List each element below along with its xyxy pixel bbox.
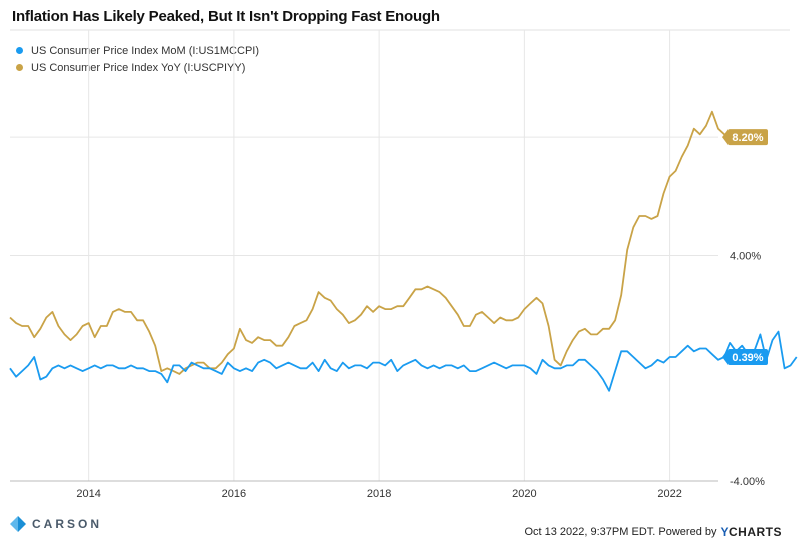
end-label-text-0: 0.39% xyxy=(732,352,763,364)
chart-legend: US Consumer Price Index MoM (I:US1MCCPI)… xyxy=(16,42,259,76)
ycharts-logo-text: CHARTS xyxy=(729,525,782,539)
end-label-box-0 xyxy=(728,348,768,365)
legend-item-mom[interactable]: US Consumer Price Index MoM (I:US1MCCPI) xyxy=(16,42,259,59)
y-tick-label: 4.00% xyxy=(730,251,761,263)
legend-item-yoy[interactable]: US Consumer Price Index YoY (I:USCPIYY) xyxy=(16,59,259,76)
series-line-1 xyxy=(9,110,731,375)
y-axis-ticks: -4.00% 4.00% 8.20% xyxy=(730,132,765,488)
legend-swatch-yoy xyxy=(16,64,23,71)
end-label-text-1: 8.20% xyxy=(732,132,763,144)
series-line-0 xyxy=(9,330,798,392)
end-label-pointer-1 xyxy=(722,129,728,146)
x-tick-label: 2018 xyxy=(367,488,391,500)
x-tick-label: 2020 xyxy=(512,488,536,500)
footer-powered-by: Powered by xyxy=(658,526,717,538)
legend-label-mom: US Consumer Price Index MoM (I:US1MCCPI) xyxy=(31,44,259,57)
chart-title: Inflation Has Likely Peaked, But It Isn'… xyxy=(12,8,440,25)
x-axis-ticks: 2014 2016 2018 2020 2022 xyxy=(76,488,681,500)
chart-footer: Oct 13 2022, 9:37PM EDT. Powered by YCHA… xyxy=(524,525,782,539)
x-tick-label: 2022 xyxy=(657,488,681,500)
series-end-labels: 0.39% 8.20% xyxy=(722,129,768,365)
y-tick-label: -4.00% xyxy=(730,476,765,488)
ycharts-logo: YCHARTS xyxy=(720,525,782,539)
x-tick-label: 2014 xyxy=(76,488,100,500)
ycharts-logo-y: Y xyxy=(720,525,729,539)
gridlines xyxy=(10,30,718,481)
footer-timestamp: Oct 13 2022, 9:37PM EDT. xyxy=(524,526,656,538)
carson-logo-icon xyxy=(10,516,26,532)
legend-label-yoy: US Consumer Price Index YoY (I:USCPIYY) xyxy=(31,61,246,74)
end-label-box-1 xyxy=(728,129,768,146)
end-label-pointer-0 xyxy=(722,348,728,365)
x-tick-label: 2016 xyxy=(222,488,246,500)
carson-logo: CARSON xyxy=(10,516,102,532)
carson-brand-text: CARSON xyxy=(32,517,103,531)
series-lines xyxy=(9,110,798,392)
legend-swatch-mom xyxy=(16,47,23,54)
